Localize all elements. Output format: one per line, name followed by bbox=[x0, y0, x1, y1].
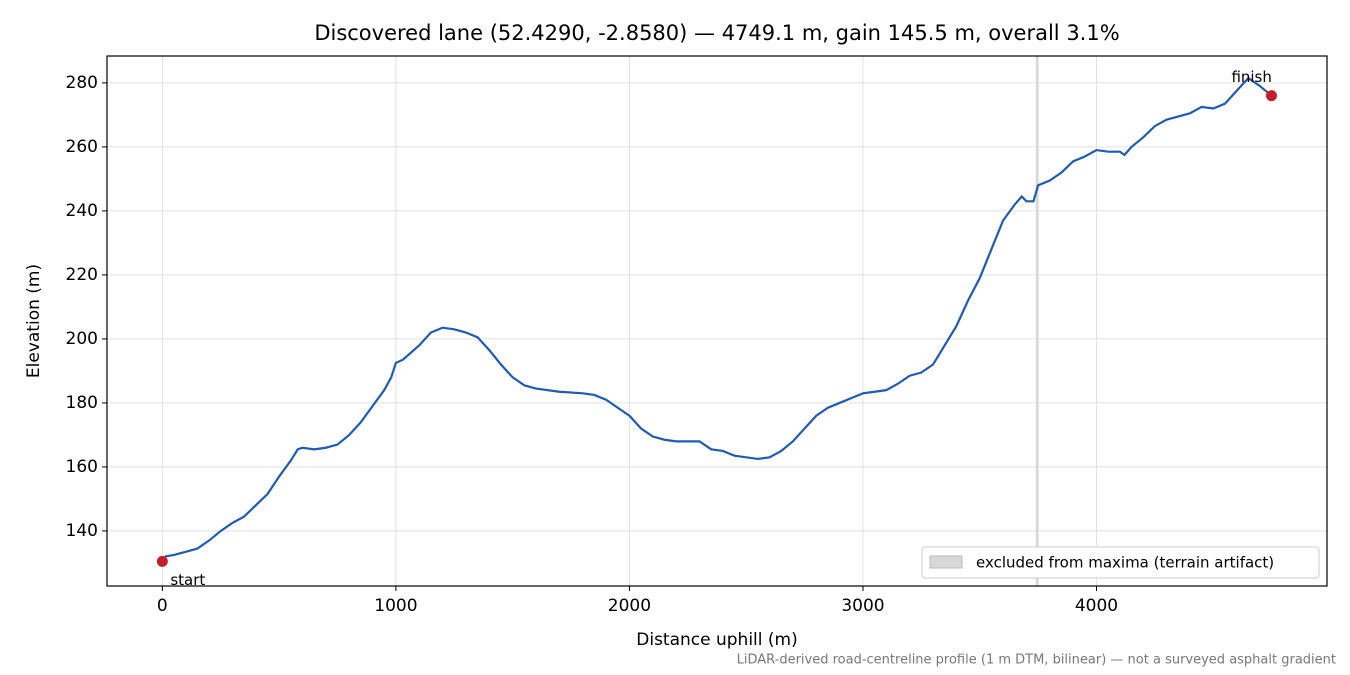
y-tick-label: 240 bbox=[66, 201, 98, 221]
y-tick-label: 140 bbox=[66, 521, 98, 541]
axes-frame bbox=[106, 55, 1328, 587]
y-tick-label: 160 bbox=[66, 457, 98, 477]
y-tick-label: 200 bbox=[66, 329, 98, 349]
elevation-line bbox=[164, 76, 1273, 558]
legend-label: excluded from maxima (terrain artifact) bbox=[976, 554, 1274, 572]
endpoint-marker bbox=[156, 555, 168, 567]
footnote: LiDAR-derived road-centreline profile (1… bbox=[737, 653, 1336, 668]
y-tick-label: 180 bbox=[66, 393, 98, 413]
chart-title: Discovered lane (52.4290, -2.8580) — 474… bbox=[314, 21, 1119, 45]
x-tick-label: 2000 bbox=[608, 596, 651, 616]
endpoint-label: finish bbox=[1231, 68, 1271, 86]
x-tick-label: 0 bbox=[157, 596, 168, 616]
endpoint-label: start bbox=[170, 571, 205, 589]
excluded-band bbox=[1035, 56, 1039, 586]
x-tick-label: 1000 bbox=[374, 596, 417, 616]
y-tick-label: 260 bbox=[66, 137, 98, 157]
x-tick-label: 3000 bbox=[841, 596, 884, 616]
endpoint-marker bbox=[1265, 90, 1277, 102]
x-tick-label: 4000 bbox=[1075, 596, 1118, 616]
y-tick-label: 280 bbox=[66, 73, 98, 93]
y-tick-label: 220 bbox=[66, 265, 98, 285]
legend-swatch bbox=[929, 555, 963, 569]
legend-box bbox=[921, 546, 1320, 579]
y-axis-label: Elevation (m) bbox=[24, 264, 44, 378]
x-axis-label: Distance uphill (m) bbox=[636, 630, 797, 650]
